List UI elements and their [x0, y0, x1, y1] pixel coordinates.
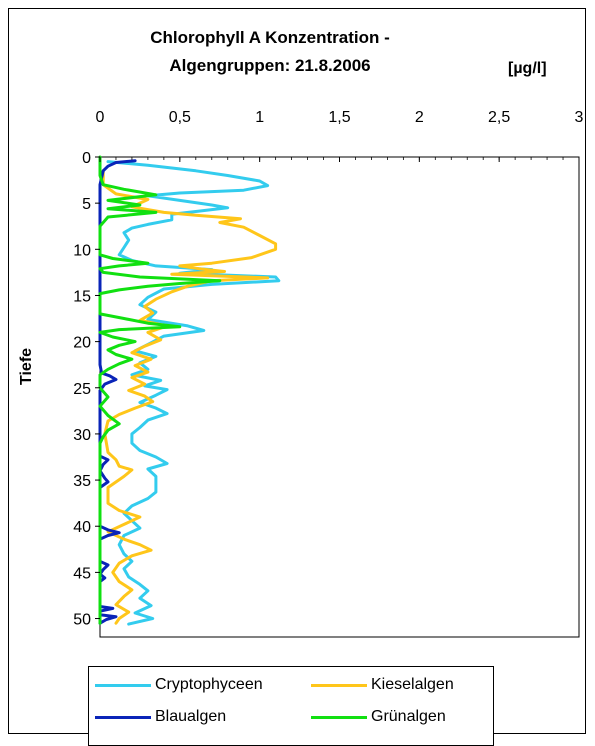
x-tick-label: 0 — [96, 109, 105, 126]
legend-item-blaualgen: Blaualgen — [95, 705, 226, 729]
y-tick-label: 30 — [73, 427, 91, 444]
y-tick-label: 10 — [73, 242, 91, 259]
legend-swatch-kieselalgen — [311, 683, 367, 687]
legend-swatch-gruenalgen — [311, 715, 367, 719]
y-tick-label: 5 — [82, 196, 91, 213]
y-tick-label: 15 — [73, 288, 91, 305]
y-tick-label: 35 — [73, 473, 91, 490]
y-tick-label: 50 — [73, 612, 91, 629]
legend-label-gruenalgen: Grünalgen — [371, 708, 446, 725]
y-tick-label: 20 — [73, 335, 91, 352]
x-tick-label: 0,5 — [169, 109, 191, 126]
x-tick-label: 3 — [575, 109, 584, 126]
y-tick-label: 25 — [73, 381, 91, 398]
y-tick-label: 45 — [73, 565, 91, 582]
plot-area — [99, 156, 580, 638]
legend-label-kieselalgen: Kieselalgen — [371, 676, 454, 693]
legend-swatch-blaualgen — [95, 715, 151, 719]
series-line-gr-nalgen — [98, 155, 222, 625]
legend-label-cryptophyceen: Cryptophyceen — [155, 676, 263, 693]
legend-swatch-cryptophyceen — [95, 683, 151, 687]
legend-item-cryptophyceen: Cryptophyceen — [95, 673, 263, 697]
legend-item-kieselalgen: Kieselalgen — [311, 673, 454, 697]
unit-label: [µg/l] — [508, 60, 547, 77]
legend-item-gruenalgen: Grünalgen — [311, 705, 446, 729]
x-tick-label: 2,5 — [488, 109, 510, 126]
legend: Cryptophyceen Kieselalgen Blaualgen Grün… — [88, 666, 494, 746]
y-tick-label: 0 — [82, 150, 91, 167]
x-tick-label: 1,5 — [328, 109, 350, 126]
legend-label-blaualgen: Blaualgen — [155, 708, 227, 725]
chart-title-line1: Chlorophyll A Konzentration - — [150, 28, 390, 47]
chart-title-line2: Algengruppen: 21.8.2006 — [169, 56, 371, 75]
series-line-kieselalgen — [101, 169, 278, 625]
y-tick-label: 40 — [73, 519, 91, 536]
x-tick-label: 1 — [255, 109, 264, 126]
x-tick-label: 2 — [415, 109, 424, 126]
